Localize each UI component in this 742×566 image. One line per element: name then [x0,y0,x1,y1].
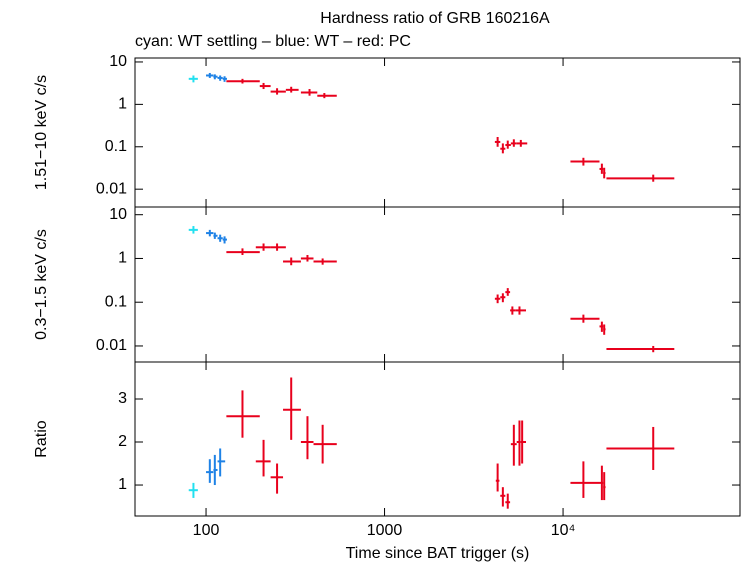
y-tick-label: 1 [118,96,127,113]
chart-title: Hardness ratio of GRB 160216A [320,10,550,27]
y-tick-label: 10 [109,53,127,70]
y-axis-label: 0.3−1.5 keV c/s [33,229,50,340]
y-tick-label: 0.1 [105,138,127,155]
y-tick-label: 1 [118,250,127,267]
plot-frame [134,361,741,517]
y-axis-label: 1.51−10 keV c/s [33,75,50,190]
y-tick-label: 0.01 [96,180,127,197]
x-axis-label: Time since BAT trigger (s) [346,545,530,562]
y-tick-label: 3 [118,390,127,407]
x-tick-label: 10⁴ [551,522,576,539]
y-tick-label: 10 [109,206,127,223]
y-tick-label: 2 [118,433,127,450]
y-tick-label: 1 [118,476,127,493]
plot-frame [134,206,741,363]
x-tick-label: 1000 [367,522,403,539]
y-axis-label: Ratio [33,420,50,457]
x-tick-label: 100 [193,522,220,539]
chart-subtitle: cyan: WT settling – blue: WT – red: PC [135,33,411,50]
plot-frame [134,57,741,208]
y-tick-label: 0.01 [96,337,127,354]
y-tick-label: 0.1 [105,293,127,310]
